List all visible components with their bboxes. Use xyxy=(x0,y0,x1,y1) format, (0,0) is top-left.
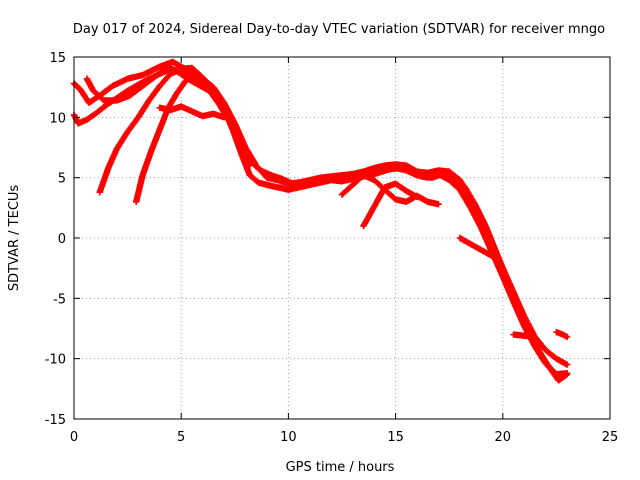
x-axis-label: GPS time / hours xyxy=(286,460,395,475)
y-tick-label: 15 xyxy=(49,51,66,66)
data-point-markers xyxy=(360,180,421,230)
series-track-9 xyxy=(456,234,496,260)
series-track-5 xyxy=(132,70,241,205)
x-tick-label: 15 xyxy=(387,430,404,445)
x-tick-label: 0 xyxy=(70,430,78,445)
data-point-markers xyxy=(83,63,571,384)
data-marks xyxy=(70,58,571,384)
series-track-3 xyxy=(83,63,571,384)
x-tick-label: 5 xyxy=(177,430,185,445)
y-axis-label: SDTVAR / TECUs xyxy=(7,185,22,292)
series-track-2 xyxy=(70,65,571,378)
data-point-markers xyxy=(510,331,539,341)
x-tick-labels: 0 5 10 15 20 25 xyxy=(70,430,618,445)
series-track-11 xyxy=(553,328,571,341)
series-track-10 xyxy=(510,331,539,341)
data-point-markers xyxy=(156,103,228,121)
y-tick-label: -10 xyxy=(45,353,66,368)
y-tick-label: -5 xyxy=(53,292,66,307)
y-tick-label: 10 xyxy=(49,111,66,126)
grid-lines xyxy=(74,57,610,419)
x-tick-label: 10 xyxy=(280,430,297,445)
y-tick-labels: -15 -10 -5 0 5 10 15 xyxy=(45,51,66,428)
y-tick-label: -15 xyxy=(45,413,66,428)
data-point-markers xyxy=(456,234,496,260)
x-tick-label: 20 xyxy=(495,430,512,445)
data-point-markers xyxy=(132,70,241,205)
x-tick-label: 25 xyxy=(602,430,619,445)
y-tick-label: 5 xyxy=(58,172,66,187)
series-track-8 xyxy=(360,180,421,230)
data-point-markers xyxy=(70,65,571,378)
chart-title: Day 017 of 2024, Sidereal Day-to-day VTE… xyxy=(73,22,605,37)
y-tick-label: 0 xyxy=(58,232,66,247)
series-track-6 xyxy=(156,103,228,121)
axis-ticks xyxy=(73,56,611,420)
data-point-markers xyxy=(553,328,571,341)
